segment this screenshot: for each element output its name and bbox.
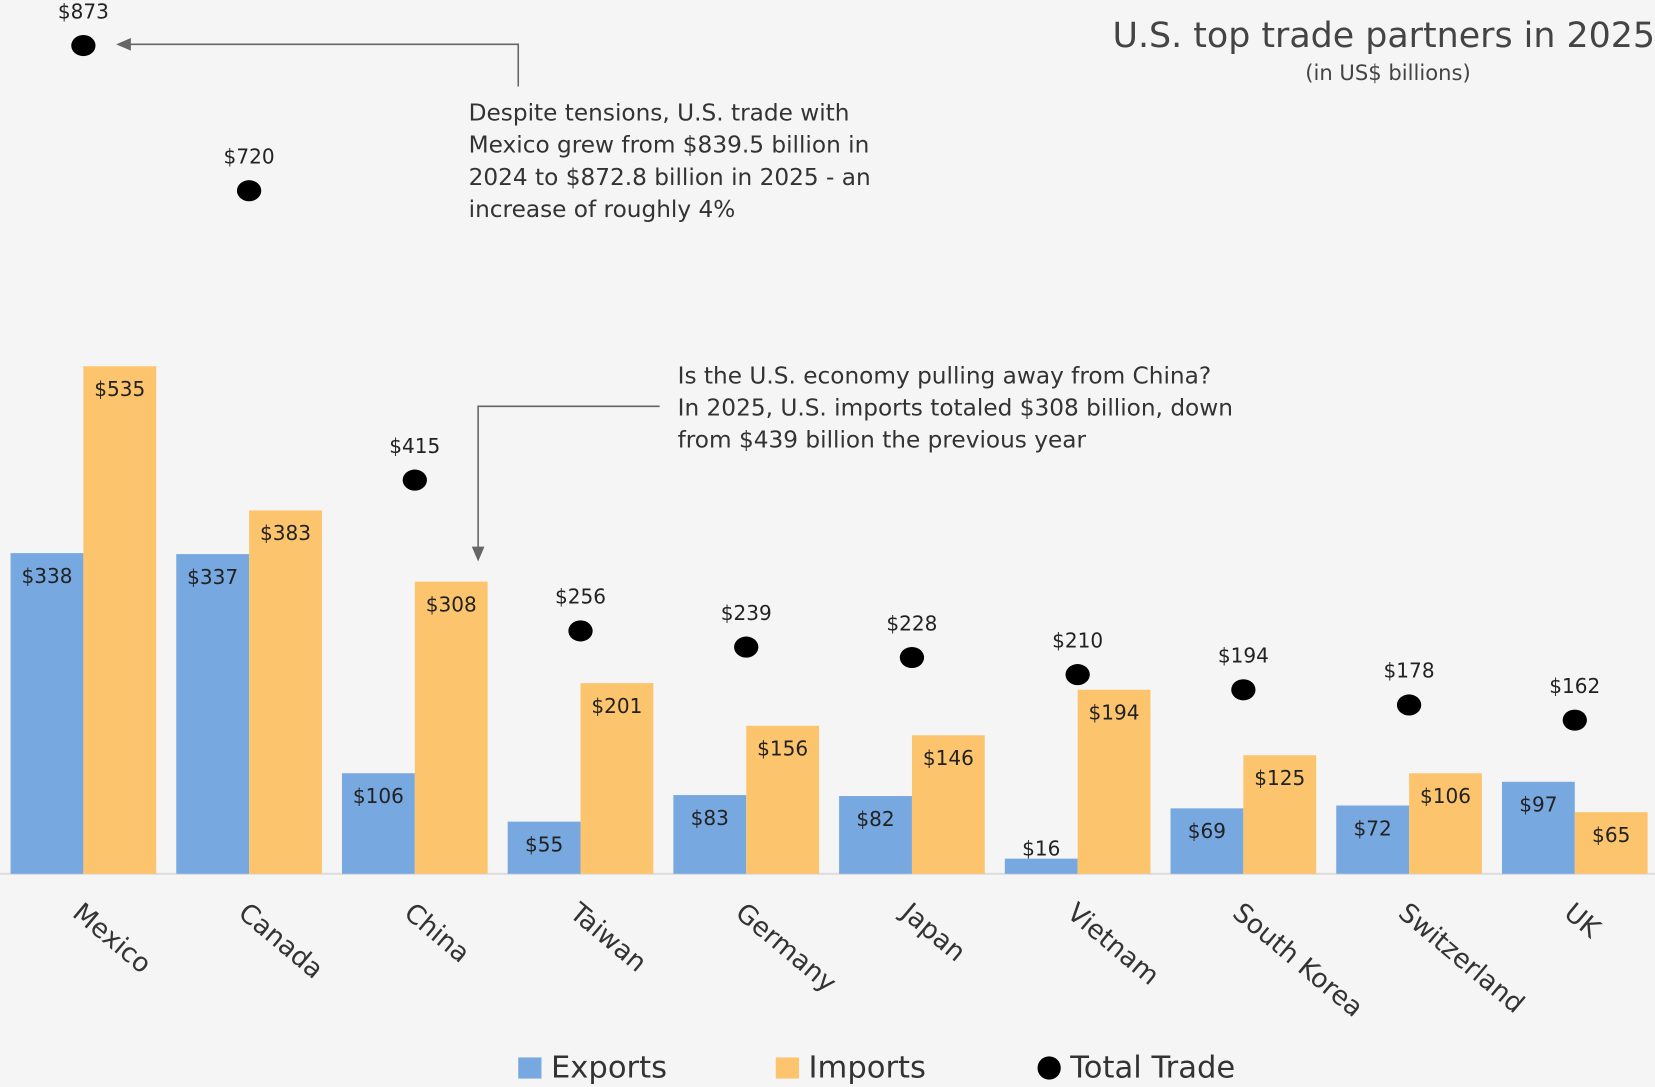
value-label: $16 bbox=[1022, 837, 1060, 861]
annotation: Mexico grew from $839.5 billion in bbox=[469, 132, 870, 159]
annotation: Despite tensions, U.S. trade with bbox=[469, 99, 850, 126]
value-label: $72 bbox=[1354, 816, 1392, 840]
annotation: Is the U.S. economy pulling away from Ch… bbox=[678, 362, 1212, 389]
bar bbox=[911, 735, 985, 874]
arrowhead bbox=[471, 546, 485, 562]
bar bbox=[249, 510, 322, 874]
value-label: $83 bbox=[691, 806, 729, 830]
bar bbox=[673, 795, 747, 874]
value-label: $337 bbox=[187, 565, 238, 589]
bar bbox=[580, 683, 654, 874]
bar bbox=[176, 554, 250, 874]
legend-swatch bbox=[518, 1057, 542, 1079]
total-dot bbox=[1562, 709, 1587, 731]
total-dot bbox=[236, 180, 262, 202]
value-label: $239 bbox=[721, 601, 772, 625]
value-label: $125 bbox=[1254, 766, 1305, 790]
value-label: $106 bbox=[1420, 784, 1471, 808]
value-label: $194 bbox=[1218, 644, 1269, 668]
value-label: $194 bbox=[1089, 701, 1140, 725]
value-label: $256 bbox=[555, 585, 606, 609]
value-label: $65 bbox=[1592, 823, 1630, 847]
value-label: $156 bbox=[757, 737, 808, 761]
total-dot bbox=[1396, 694, 1422, 716]
chart-subtitle: (in US$ billions) bbox=[1305, 60, 1470, 85]
total-dot bbox=[1065, 664, 1090, 686]
arrowhead bbox=[116, 37, 131, 51]
annotation: from $439 billion the previous year bbox=[678, 427, 1087, 454]
bar bbox=[1170, 808, 1244, 874]
value-label: $178 bbox=[1384, 659, 1435, 683]
total-dot bbox=[71, 34, 96, 57]
value-label: $383 bbox=[260, 521, 311, 545]
bar bbox=[10, 553, 84, 874]
value-label: $210 bbox=[1052, 628, 1103, 652]
total-dot bbox=[1231, 679, 1256, 701]
legend-label: Exports bbox=[551, 1051, 667, 1086]
annotation: 2024 to $872.8 billion in 2025 - an bbox=[469, 164, 871, 191]
bar bbox=[414, 581, 488, 874]
bar bbox=[507, 821, 581, 874]
bar bbox=[1004, 858, 1078, 874]
legend-swatch bbox=[775, 1057, 800, 1079]
value-label: $201 bbox=[591, 694, 642, 718]
bar bbox=[839, 796, 912, 874]
value-label: $228 bbox=[886, 611, 937, 635]
annotation-arrow bbox=[128, 43, 520, 87]
value-label: $535 bbox=[94, 377, 145, 401]
total-dot bbox=[899, 646, 925, 669]
value-label: $720 bbox=[224, 144, 275, 168]
bar bbox=[341, 773, 415, 874]
bar bbox=[746, 725, 820, 874]
annotation-arrow bbox=[477, 405, 660, 549]
value-label: $82 bbox=[856, 807, 894, 831]
bar bbox=[83, 366, 157, 874]
bar bbox=[1077, 689, 1151, 874]
chart-title: U.S. top trade partners in 2025 bbox=[1112, 16, 1655, 56]
total-dot bbox=[402, 469, 427, 491]
bar bbox=[1243, 755, 1317, 874]
value-label: $55 bbox=[525, 832, 563, 856]
value-label: $162 bbox=[1549, 674, 1600, 698]
legend-label: Total Trade bbox=[1069, 1051, 1235, 1086]
bar bbox=[1336, 805, 1410, 874]
bar bbox=[1574, 812, 1648, 874]
value-label: $97 bbox=[1519, 793, 1557, 817]
value-label: $146 bbox=[923, 746, 974, 770]
bar bbox=[1409, 773, 1482, 874]
annotation: In 2025, U.S. imports totaled $308 billi… bbox=[678, 394, 1233, 421]
value-label: $338 bbox=[21, 564, 72, 588]
bar bbox=[1501, 781, 1575, 874]
total-dot bbox=[734, 636, 759, 658]
annotation: increase of roughly 4% bbox=[469, 196, 736, 223]
value-label: $415 bbox=[389, 434, 440, 458]
legend-label: Imports bbox=[809, 1051, 926, 1086]
value-label: $308 bbox=[426, 592, 477, 616]
value-label: $106 bbox=[353, 784, 404, 808]
value-label: $69 bbox=[1188, 819, 1226, 843]
total-dot bbox=[568, 620, 593, 642]
value-label: $873 bbox=[58, 0, 109, 23]
legend-swatch bbox=[1037, 1056, 1061, 1080]
